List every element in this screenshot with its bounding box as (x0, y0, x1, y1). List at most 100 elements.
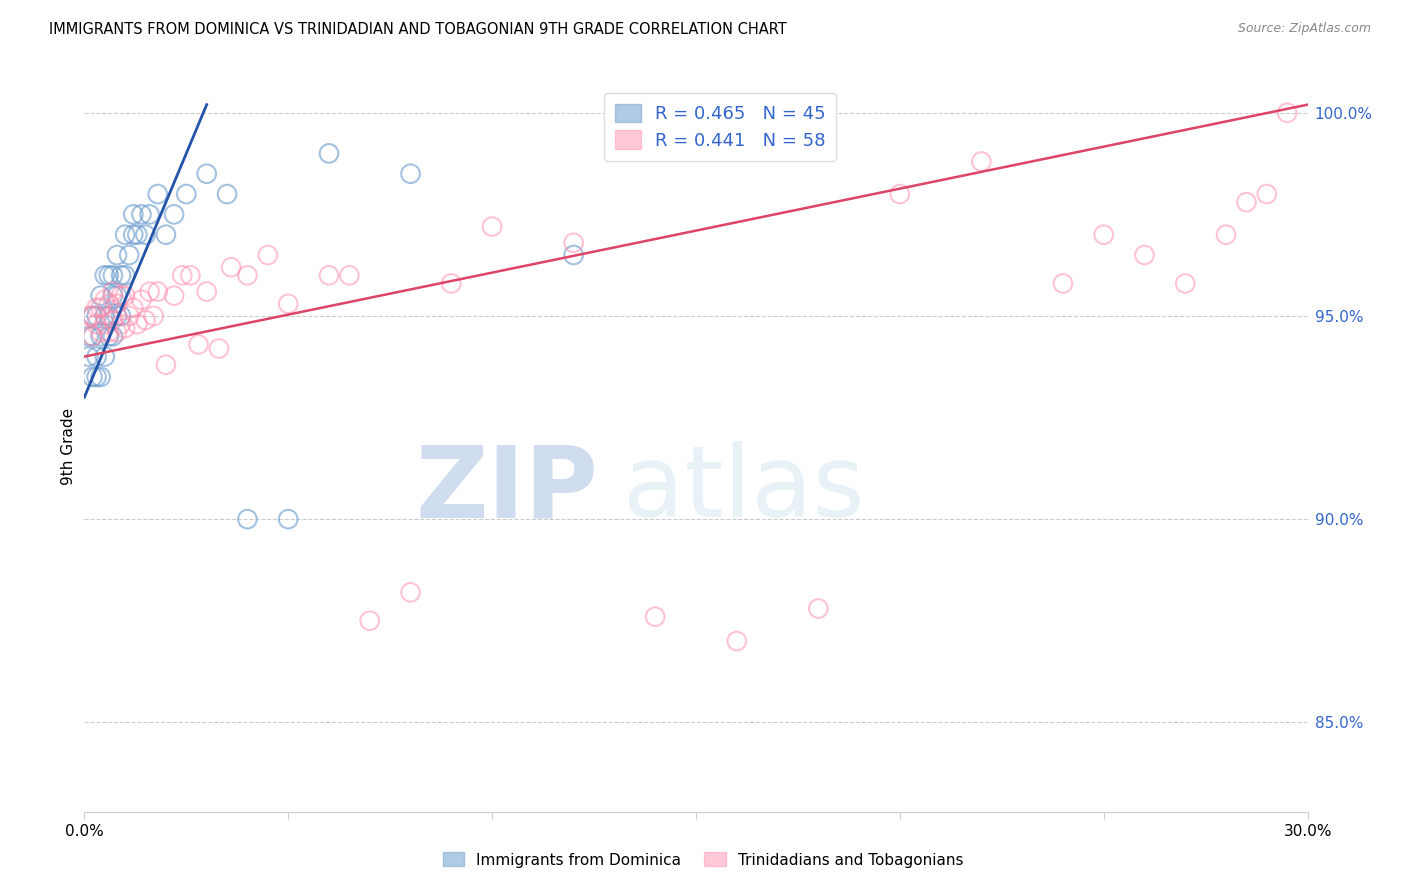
Point (163, 207, 186, 221)
Point (481, 219, 503, 234)
Point (93, 309, 115, 323)
Point (82, 329, 104, 343)
Point (101, 268, 124, 283)
Point (1236, 195, 1258, 210)
Point (359, 614, 381, 628)
Point (562, 235, 585, 250)
Point (725, 634, 748, 648)
Point (399, 167, 422, 181)
Text: ZIP: ZIP (415, 442, 598, 539)
Point (1256, 187, 1278, 202)
Point (110, 268, 132, 283)
Point (562, 248, 585, 262)
Point (77, 350, 100, 364)
Point (1215, 227, 1237, 242)
Point (118, 309, 141, 323)
Point (219, 260, 242, 275)
Text: IMMIGRANTS FROM DOMINICA VS TRINIDADIAN AND TOBAGONIAN 9TH GRADE CORRELATION CHA: IMMIGRANTS FROM DOMINICA VS TRINIDADIAN … (49, 22, 787, 37)
Point (110, 309, 132, 323)
Point (101, 329, 124, 343)
Point (257, 248, 280, 262)
Point (105, 288, 128, 302)
Point (339, 268, 361, 283)
Point (644, 609, 666, 624)
Point (217, 187, 239, 202)
Point (1092, 227, 1115, 242)
Point (118, 248, 141, 262)
Point (399, 585, 422, 599)
Point (131, 293, 153, 307)
Point (97, 268, 120, 283)
Point (236, 512, 259, 526)
Point (82, 370, 104, 384)
Point (86, 370, 108, 384)
Point (90, 325, 112, 339)
Point (97, 297, 120, 311)
Point (110, 317, 132, 331)
Point (142, 309, 165, 323)
Point (277, 512, 299, 526)
Point (807, 601, 830, 615)
Point (122, 227, 145, 242)
Point (93, 350, 115, 364)
Point (114, 268, 136, 283)
Legend: R = 0.465   N = 45, R = 0.441   N = 58: R = 0.465 N = 45, R = 0.441 N = 58 (605, 93, 837, 161)
Point (138, 207, 160, 221)
Point (77, 329, 100, 343)
Point (114, 288, 136, 302)
Point (1174, 277, 1197, 291)
Point (105, 297, 128, 311)
Point (114, 227, 136, 242)
Point (179, 268, 201, 283)
Point (93, 268, 115, 283)
Point (86, 350, 108, 364)
Point (97, 309, 120, 323)
Text: Source: ZipAtlas.com: Source: ZipAtlas.com (1237, 22, 1371, 36)
Point (970, 154, 993, 169)
Point (277, 297, 299, 311)
Point (105, 309, 128, 323)
Point (236, 268, 259, 283)
Point (90, 329, 112, 343)
Point (127, 227, 149, 242)
Point (187, 337, 209, 351)
Point (97, 329, 120, 343)
Point (155, 227, 177, 242)
Point (318, 268, 340, 283)
Point (110, 288, 132, 302)
Point (77, 309, 100, 323)
Point (90, 370, 112, 384)
Point (86, 301, 108, 315)
Point (86, 309, 108, 323)
Point (122, 207, 145, 221)
Point (127, 317, 149, 331)
Point (135, 227, 157, 242)
Point (82, 309, 104, 323)
Point (93, 293, 115, 307)
Point (1277, 105, 1299, 120)
Point (90, 301, 112, 315)
Point (208, 342, 231, 356)
Point (135, 313, 157, 327)
Point (97, 325, 120, 339)
Point (172, 268, 194, 283)
Point (889, 187, 911, 202)
Point (440, 277, 463, 291)
Point (105, 248, 128, 262)
Point (155, 358, 177, 372)
Point (82, 329, 104, 343)
Point (86, 317, 108, 331)
Text: atlas: atlas (623, 442, 865, 539)
Point (1052, 277, 1074, 291)
Point (93, 317, 115, 331)
Y-axis label: 9th Grade: 9th Grade (60, 408, 76, 484)
Point (174, 187, 197, 202)
Point (163, 288, 186, 302)
Point (90, 288, 112, 302)
Point (82, 309, 104, 323)
Point (146, 285, 169, 299)
Point (131, 207, 153, 221)
Point (138, 285, 160, 299)
Point (1133, 248, 1156, 262)
Point (101, 288, 124, 302)
